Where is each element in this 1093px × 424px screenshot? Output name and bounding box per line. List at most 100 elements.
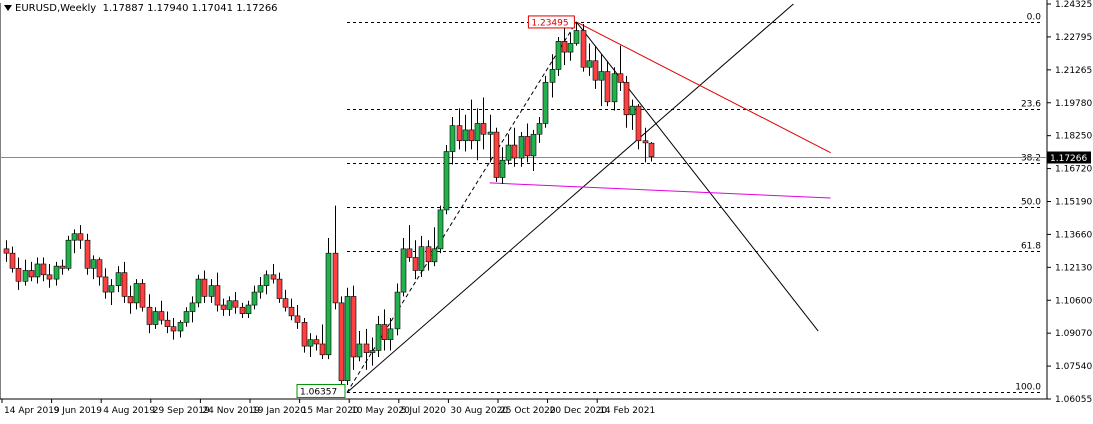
- trendline-uptrend: [346, 3, 794, 393]
- candle: [387, 318, 394, 351]
- candle: [77, 225, 84, 249]
- candle-body: [65, 239, 72, 269]
- candle-body: [282, 298, 289, 308]
- candle: [146, 294, 153, 334]
- candle: [177, 320, 184, 338]
- swing-low-label: 1.06357: [296, 383, 346, 398]
- candle-body: [499, 159, 506, 178]
- price-tick-label: 1.07540: [1055, 362, 1092, 372]
- candle: [245, 300, 252, 319]
- candle-body: [493, 131, 500, 178]
- candle-body: [480, 123, 487, 135]
- candle-body: [152, 311, 159, 325]
- candle: [406, 225, 413, 262]
- candle-body: [561, 40, 568, 53]
- candle: [511, 127, 518, 167]
- price-tick-label: 1.15190: [1055, 198, 1092, 208]
- candle-body: [59, 265, 66, 269]
- candle-body: [387, 328, 394, 340]
- candle: [518, 132, 525, 167]
- candle: [226, 296, 233, 316]
- candle-body: [208, 285, 215, 297]
- candle-body: [648, 142, 655, 157]
- candle-body: [344, 296, 351, 382]
- price-tick-label: 1.12130: [1055, 263, 1092, 273]
- price-tick-label: 1.10600: [1055, 296, 1092, 306]
- candle: [499, 147, 506, 184]
- candle-body: [251, 291, 258, 306]
- candle-body: [425, 246, 432, 263]
- candle-body: [189, 302, 196, 312]
- candle-body: [90, 259, 97, 269]
- candle: [232, 292, 239, 314]
- candle-body: [555, 40, 562, 70]
- candle-body: [611, 73, 618, 103]
- candle: [356, 331, 363, 362]
- candle-body: [22, 270, 29, 282]
- candle: [40, 257, 47, 282]
- swing-low-label-box: [296, 383, 346, 398]
- candle: [332, 205, 339, 310]
- candle-body: [642, 140, 649, 144]
- candle: [239, 302, 246, 319]
- candle: [115, 266, 122, 293]
- candle: [301, 318, 308, 353]
- trendline-red-resistance: [576, 21, 831, 154]
- candle: [480, 97, 487, 150]
- candle-body: [40, 263, 47, 276]
- candle-body: [257, 285, 264, 293]
- candle: [325, 238, 332, 360]
- candle-body: [598, 71, 605, 81]
- candle-body: [580, 30, 587, 68]
- candle-body: [325, 252, 332, 356]
- candle: [313, 335, 320, 351]
- time-tick-label: 4 Aug 2019: [103, 406, 155, 416]
- candle-body: [232, 300, 239, 308]
- candle: [34, 257, 41, 284]
- candle-body: [418, 246, 425, 271]
- candle-body: [239, 306, 246, 315]
- candle: [158, 300, 165, 325]
- ohlc-values: 1.17887 1.17940 1.17041 1.17266: [102, 3, 278, 14]
- candle: [425, 240, 432, 271]
- fibo-level-label: 50.0: [1021, 198, 1041, 208]
- candle: [121, 261, 128, 303]
- candle-body: [375, 324, 382, 351]
- candle: [108, 279, 115, 306]
- candle: [431, 227, 438, 267]
- candle-body: [623, 82, 630, 116]
- candle-body: [313, 339, 320, 345]
- candle-body: [338, 302, 345, 382]
- price-tick-label: 1.22795: [1055, 33, 1092, 43]
- candle: [642, 127, 649, 163]
- candle: [127, 285, 134, 314]
- candle-body: [214, 285, 221, 306]
- candle: [443, 145, 450, 215]
- price-tags: 1.17266 1.23495 1.06357: [296, 15, 1091, 398]
- candle: [437, 205, 444, 254]
- candle: [282, 289, 289, 312]
- candle: [617, 45, 624, 92]
- price-tick-label: 1.18250: [1055, 132, 1092, 142]
- candle-body: [443, 151, 450, 211]
- fibo-level-label: 23.6: [1021, 100, 1041, 110]
- candle-body: [530, 133, 537, 157]
- candle-body: [201, 278, 208, 297]
- price-tick-label: 1.13660: [1055, 230, 1092, 240]
- swing-low-label-text: 1.06357: [300, 387, 337, 397]
- symbol-label: EURUSD,Weekly: [15, 3, 97, 14]
- candle-body: [462, 129, 469, 142]
- candle: [220, 298, 227, 316]
- candle-body: [121, 272, 128, 297]
- candle: [84, 233, 91, 275]
- dropdown-triangle-icon[interactable]: [4, 5, 12, 11]
- candle: [170, 318, 177, 340]
- candle-body: [307, 339, 314, 347]
- candle: [71, 229, 78, 254]
- candle: [9, 246, 16, 273]
- candle-body: [102, 276, 109, 293]
- time-tick-label: 15 Mar 2020: [302, 406, 359, 416]
- fibo-level-label: 0.0: [1027, 13, 1042, 23]
- time-tick-label: 14 Feb 2021: [599, 406, 655, 416]
